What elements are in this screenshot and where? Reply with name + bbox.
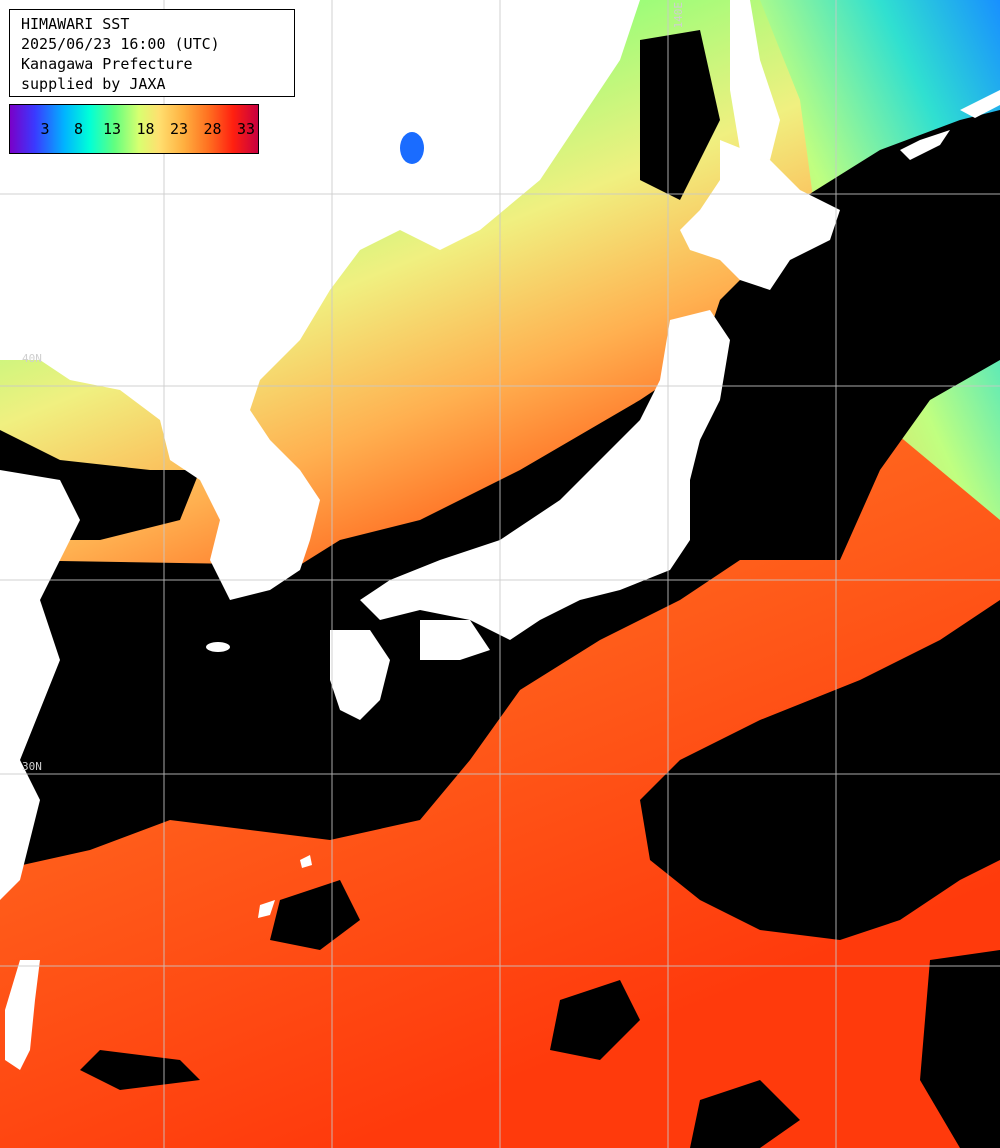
legend-tick-18: 18 — [136, 120, 155, 138]
land-honshu — [360, 310, 730, 640]
color-scale-legend: 3 8 13 18 23 28 33 — [9, 104, 259, 154]
legend-tick-labels: 3 8 13 18 23 28 33 — [10, 105, 258, 153]
title-line-credit: supplied by JAXA — [21, 75, 166, 93]
legend-tick-28: 28 — [203, 120, 222, 138]
legend-tick-3: 3 — [40, 120, 50, 138]
land-kyushu — [330, 630, 390, 720]
title-line-product: HIMAWARI SST — [21, 15, 130, 33]
land-hokkaido — [680, 140, 840, 290]
lon-label-140e: 140E — [672, 2, 685, 29]
legend-tick-13: 13 — [102, 120, 122, 138]
land-sakhalin — [730, 0, 780, 160]
lat-label-40n: 40N — [22, 352, 42, 365]
land-shikoku — [420, 620, 490, 660]
lake — [400, 132, 424, 164]
land-taiwan — [5, 960, 40, 1070]
legend-tick-33: 33 — [236, 120, 256, 138]
legend-tick-8: 8 — [73, 120, 84, 138]
title-box: HIMAWARI SST 2025/06/23 16:00 (UTC) Kana… — [9, 9, 295, 97]
title-line-datetime: 2025/06/23 16:00 (UTC) — [21, 35, 220, 53]
lat-label-30n: 30N — [22, 760, 42, 773]
title-line-region: Kanagawa Prefecture — [21, 55, 193, 73]
legend-tick-23: 23 — [169, 120, 189, 138]
